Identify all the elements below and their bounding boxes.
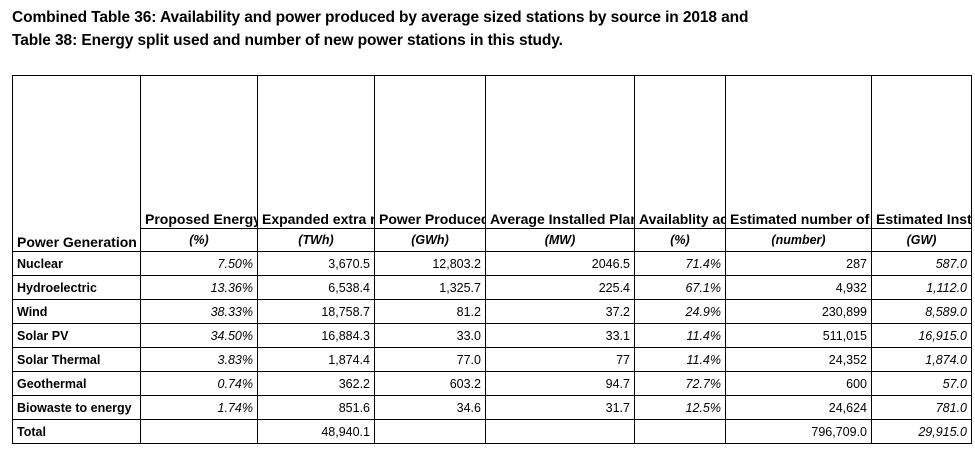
total-row: Total 48,940.1 796,709.0 29,915.0	[12, 419, 972, 444]
total-capacity	[485, 419, 635, 444]
cell-extra: 3,670.5	[257, 251, 375, 276]
total-number: 796,709.0	[725, 419, 872, 444]
cell-number: 511,015	[725, 323, 872, 348]
header-availability: Availablity across the year	[634, 75, 726, 229]
total-split	[140, 419, 258, 444]
header-energy-split: Proposed Energy Split non-fossil fuel el…	[140, 75, 258, 229]
cell-power: 603.2	[374, 371, 486, 396]
cell-capacity: 37.2	[485, 299, 635, 324]
cell-power: 81.2	[374, 299, 486, 324]
cell-split: 0.74%	[140, 371, 258, 396]
cell-installed: 587.0	[871, 251, 972, 276]
caption-line-1: Combined Table 36: Availability and powe…	[12, 9, 749, 26]
cell-number: 24,624	[725, 395, 872, 420]
cell-extra: 18,758.7	[257, 299, 375, 324]
caption-line-2: Table 38: Energy split used and number o…	[12, 32, 563, 49]
header-installed-capacity: Estimated Installed capacity	[871, 75, 972, 229]
table-row: Solar Thermal 3.83% 1,874.4 77.0 77 11.4…	[12, 347, 972, 372]
unit-row: (%) (TWh) (GWh) (MW) (%) (number) (GW)	[13, 228, 972, 252]
cell-installed: 57.0	[871, 371, 972, 396]
table-row: Nuclear 7.50% 3,670.5 12,803.2 2046.5 71…	[12, 251, 972, 276]
cell-power: 12,803.2	[374, 251, 486, 276]
header-power-generation-system: Power Generation System	[12, 75, 141, 252]
unit-extra-capacity: (TWh)	[257, 228, 375, 252]
cell-split: 38.33%	[140, 299, 258, 324]
row-name: Biowaste to energy	[12, 395, 141, 420]
cell-split: 13.36%	[140, 275, 258, 300]
row-name: Solar PV	[12, 323, 141, 348]
cell-capacity: 33.1	[485, 323, 635, 348]
table-row: Wind 38.33% 18,758.7 81.2 37.2 24.9% 230…	[12, 299, 972, 324]
cell-extra: 851.6	[257, 395, 375, 420]
unit-installed-capacity: (GW)	[871, 228, 972, 252]
cell-installed: 16,915.0	[871, 323, 972, 348]
unit-availability: (%)	[634, 228, 726, 252]
cell-extra: 6,538.4	[257, 275, 375, 300]
total-availability	[634, 419, 726, 444]
cell-availability: 24.9%	[634, 299, 726, 324]
table-row: Hydroelectric 13.36% 6,538.4 1,325.7 225…	[12, 275, 972, 300]
row-name: Wind	[12, 299, 141, 324]
cell-number: 4,932	[725, 275, 872, 300]
cell-capacity: 77	[485, 347, 635, 372]
cell-power: 34.6	[374, 395, 486, 420]
header-extra-capacity: Expanded extra required annual capacity …	[257, 75, 375, 229]
unit-installed-plant-capacity: (MW)	[485, 228, 635, 252]
total-power	[374, 419, 486, 444]
cell-number: 600	[725, 371, 872, 396]
cell-capacity: 31.7	[485, 395, 635, 420]
table-row: Geothermal 0.74% 362.2 603.2 94.7 72.7% …	[12, 371, 972, 396]
unit-energy-split: (%)	[140, 228, 258, 252]
total-installed: 29,915.0	[871, 419, 972, 444]
cell-availability: 11.4%	[634, 347, 726, 372]
table-caption: Combined Table 36: Availability and powe…	[12, 6, 749, 52]
cell-installed: 781.0	[871, 395, 972, 420]
total-extra: 48,940.1	[257, 419, 375, 444]
header-installed-plant-capacity: Average Installed Plant Capacity in 2018…	[485, 75, 635, 229]
cell-installed: 1,874.0	[871, 347, 972, 372]
unit-power-per-plant: (GWh)	[374, 228, 486, 252]
cell-availability: 67.1%	[634, 275, 726, 300]
cell-power: 1,325.7	[374, 275, 486, 300]
total-label: Total	[12, 419, 141, 444]
header-power-per-plant: Power Produced by a Single Average Plant…	[374, 75, 486, 229]
unit-new-plants-number: (number)	[725, 228, 872, 252]
header-row: Power Generation System Proposed Energy …	[12, 75, 972, 252]
energy-table: Power Generation System Proposed Energy …	[12, 75, 972, 444]
cell-split: 1.74%	[140, 395, 258, 420]
cell-capacity: 2046.5	[485, 251, 635, 276]
cell-power: 77.0	[374, 347, 486, 372]
row-name: Solar Thermal	[12, 347, 141, 372]
cell-availability: 11.4%	[634, 323, 726, 348]
cell-capacity: 225.4	[485, 275, 635, 300]
cell-power: 33.0	[374, 323, 486, 348]
cell-number: 287	[725, 251, 872, 276]
cell-availability: 71.4%	[634, 251, 726, 276]
cell-number: 230,899	[725, 299, 872, 324]
cell-split: 34.50%	[140, 323, 258, 348]
cell-extra: 1,874.4	[257, 347, 375, 372]
table-row: Biowaste to energy 1.74% 851.6 34.6 31.7…	[12, 395, 972, 420]
cell-extra: 362.2	[257, 371, 375, 396]
cell-extra: 16,884.3	[257, 323, 375, 348]
row-name: Geothermal	[12, 371, 141, 396]
cell-installed: 1,112.0	[871, 275, 972, 300]
cell-installed: 8,589.0	[871, 299, 972, 324]
cell-availability: 12.5%	[634, 395, 726, 420]
table-row: Solar PV 34.50% 16,884.3 33.0 33.1 11.4%…	[12, 323, 972, 348]
row-name: Nuclear	[12, 251, 141, 276]
header-new-plants-number: Estimated number of required additional …	[725, 75, 872, 229]
cell-capacity: 94.7	[485, 371, 635, 396]
row-name: Hydroelectric	[12, 275, 141, 300]
cell-availability: 72.7%	[634, 371, 726, 396]
cell-split: 7.50%	[140, 251, 258, 276]
cell-split: 3.83%	[140, 347, 258, 372]
cell-number: 24,352	[725, 347, 872, 372]
